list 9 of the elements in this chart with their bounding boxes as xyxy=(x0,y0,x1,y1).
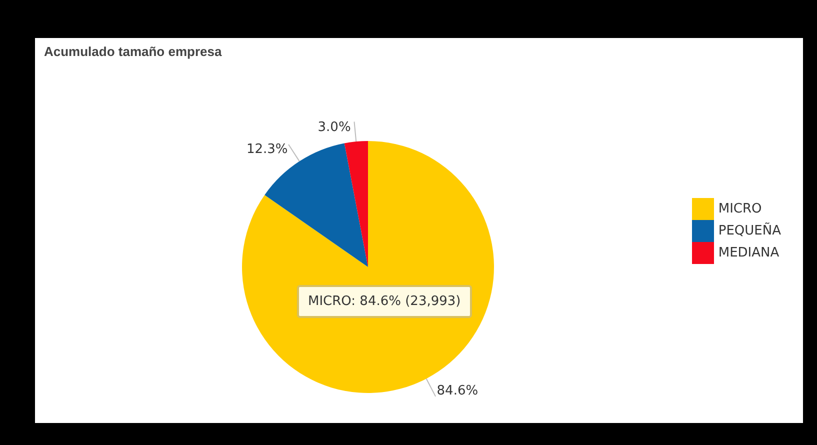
legend-label: MICRO xyxy=(718,201,762,216)
text: Acumulado tamaño empresa xyxy=(44,44,222,59)
text: MICRO: 84.6% (23,993) xyxy=(308,294,461,309)
legend-label: PEQUEÑA xyxy=(718,223,781,238)
data-label: 3.0% xyxy=(318,120,351,136)
legend-label: MEDIANA xyxy=(718,245,780,260)
data-label: 12.3% xyxy=(246,142,288,158)
pie-slice xyxy=(344,141,368,267)
data-label: 84.6% xyxy=(436,384,478,399)
